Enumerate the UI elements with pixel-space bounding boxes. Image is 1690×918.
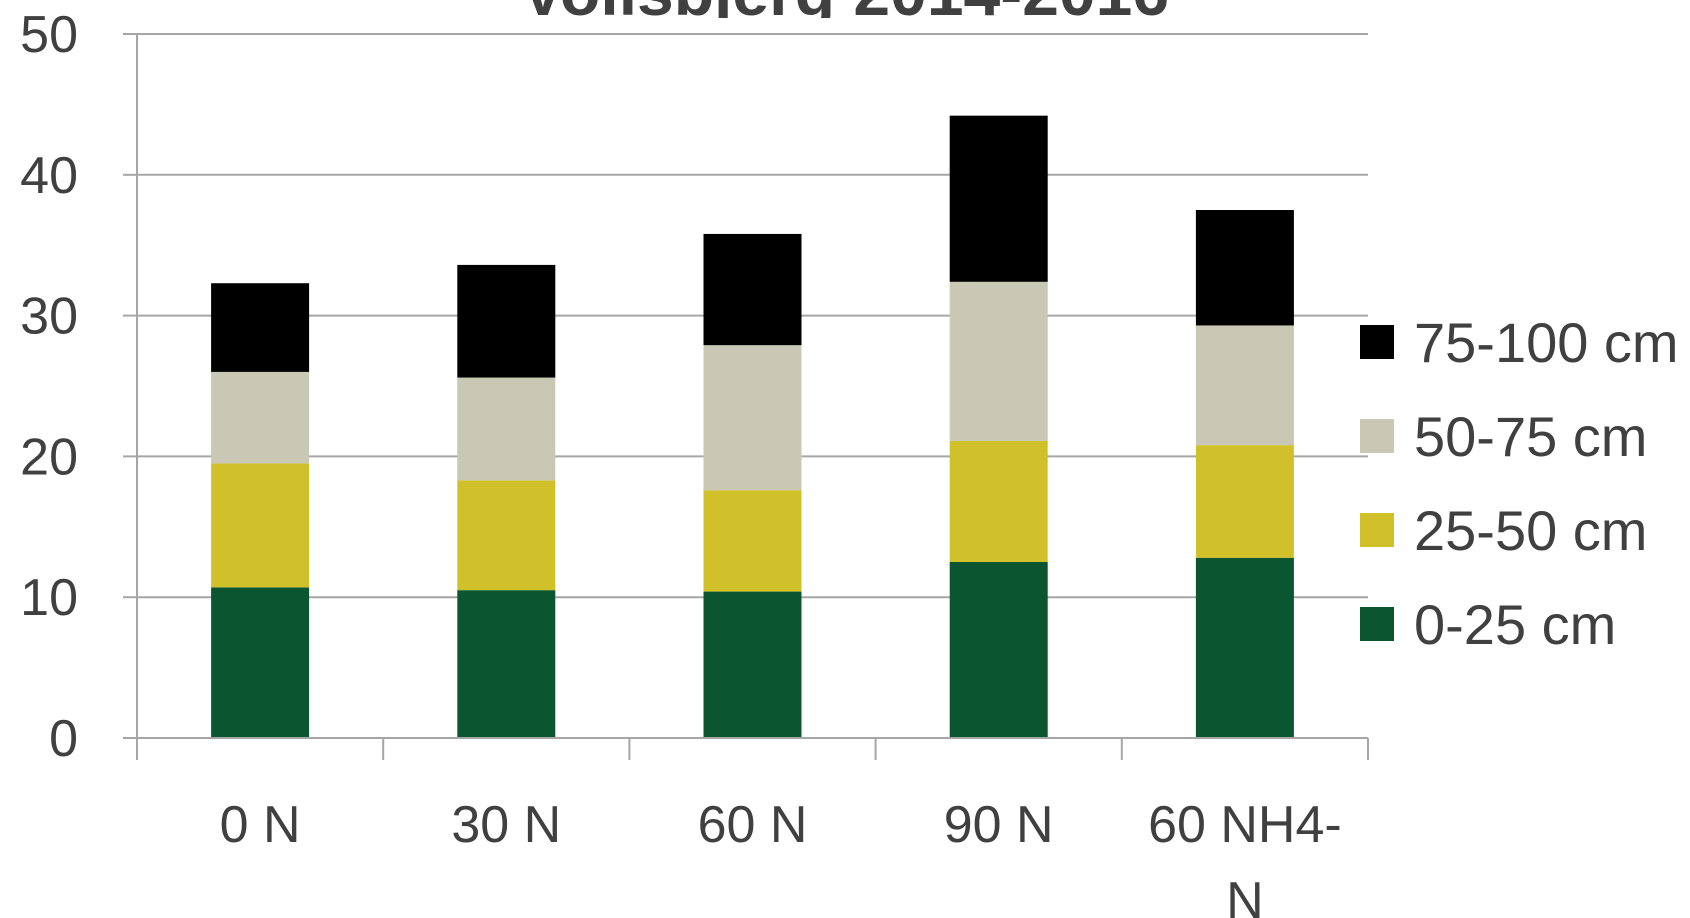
bar-segment	[457, 590, 556, 738]
legend-swatch	[1360, 419, 1394, 453]
y-tick-label: 30	[20, 288, 78, 346]
legend-item: 0-25 cm	[1360, 577, 1679, 671]
legend: 75-100 cm 50-75 cm 25-50 cm 0-25 cm	[1360, 295, 1679, 671]
y-tick-label: 40	[20, 147, 78, 205]
legend-label: 25-50 cm	[1414, 498, 1648, 562]
bar-segment	[949, 281, 1048, 441]
x-tick-label: 30 N	[451, 796, 561, 854]
legend-swatch	[1360, 325, 1394, 359]
x-tick-label: 0 N	[220, 796, 301, 854]
legend-label: 0-25 cm	[1414, 592, 1617, 656]
bar-segment	[211, 283, 310, 372]
x-tick-label: 60 N	[698, 796, 808, 854]
bar-segment	[1195, 210, 1294, 326]
y-tick-label: 0	[49, 710, 78, 768]
bar-segment	[949, 115, 1048, 282]
legend-item: 50-75 cm	[1360, 389, 1679, 483]
bar-segment	[1195, 557, 1294, 738]
bar-segment	[949, 562, 1048, 738]
legend-item: 75-100 cm	[1360, 295, 1679, 389]
bar-segment	[211, 587, 310, 738]
bar-segment	[457, 264, 556, 378]
legend-item: 25-50 cm	[1360, 483, 1679, 577]
chart-title-clip: Vollsbjerg 2014-2016	[0, 0, 1690, 18]
bar-segment	[703, 591, 802, 738]
bar-segment	[703, 345, 802, 491]
x-tick-labels: 0 N 30 N 60 N 90 N 60 NH4-N	[220, 796, 1342, 918]
legend-label: 50-75 cm	[1414, 404, 1648, 468]
bar-segment	[211, 371, 310, 464]
y-tick-label: 10	[20, 569, 78, 627]
bar-segment	[211, 463, 310, 588]
x-tick-label: 90 N	[944, 796, 1054, 854]
bar-segment	[1195, 325, 1294, 446]
bar-segment	[703, 490, 802, 592]
y-tick-labels: 0 10 20 30 40 50	[20, 6, 78, 768]
bar-segment	[949, 440, 1048, 562]
y-tick-label: 20	[20, 428, 78, 486]
y-tick-label: 50	[20, 6, 78, 64]
chart-title: Vollsbjerg 2014-2016	[0, 0, 1690, 18]
legend-swatch	[1360, 513, 1394, 547]
legend-swatch	[1360, 607, 1394, 641]
axes	[123, 33, 1369, 760]
bar-segment	[457, 480, 556, 591]
x-tick-label: 60 NH4-N	[1148, 796, 1342, 918]
bar-segment	[1195, 445, 1294, 558]
bar-segment	[703, 233, 802, 346]
legend-label: 75-100 cm	[1414, 310, 1679, 374]
bar-segment	[457, 377, 556, 481]
bars	[211, 115, 1294, 738]
